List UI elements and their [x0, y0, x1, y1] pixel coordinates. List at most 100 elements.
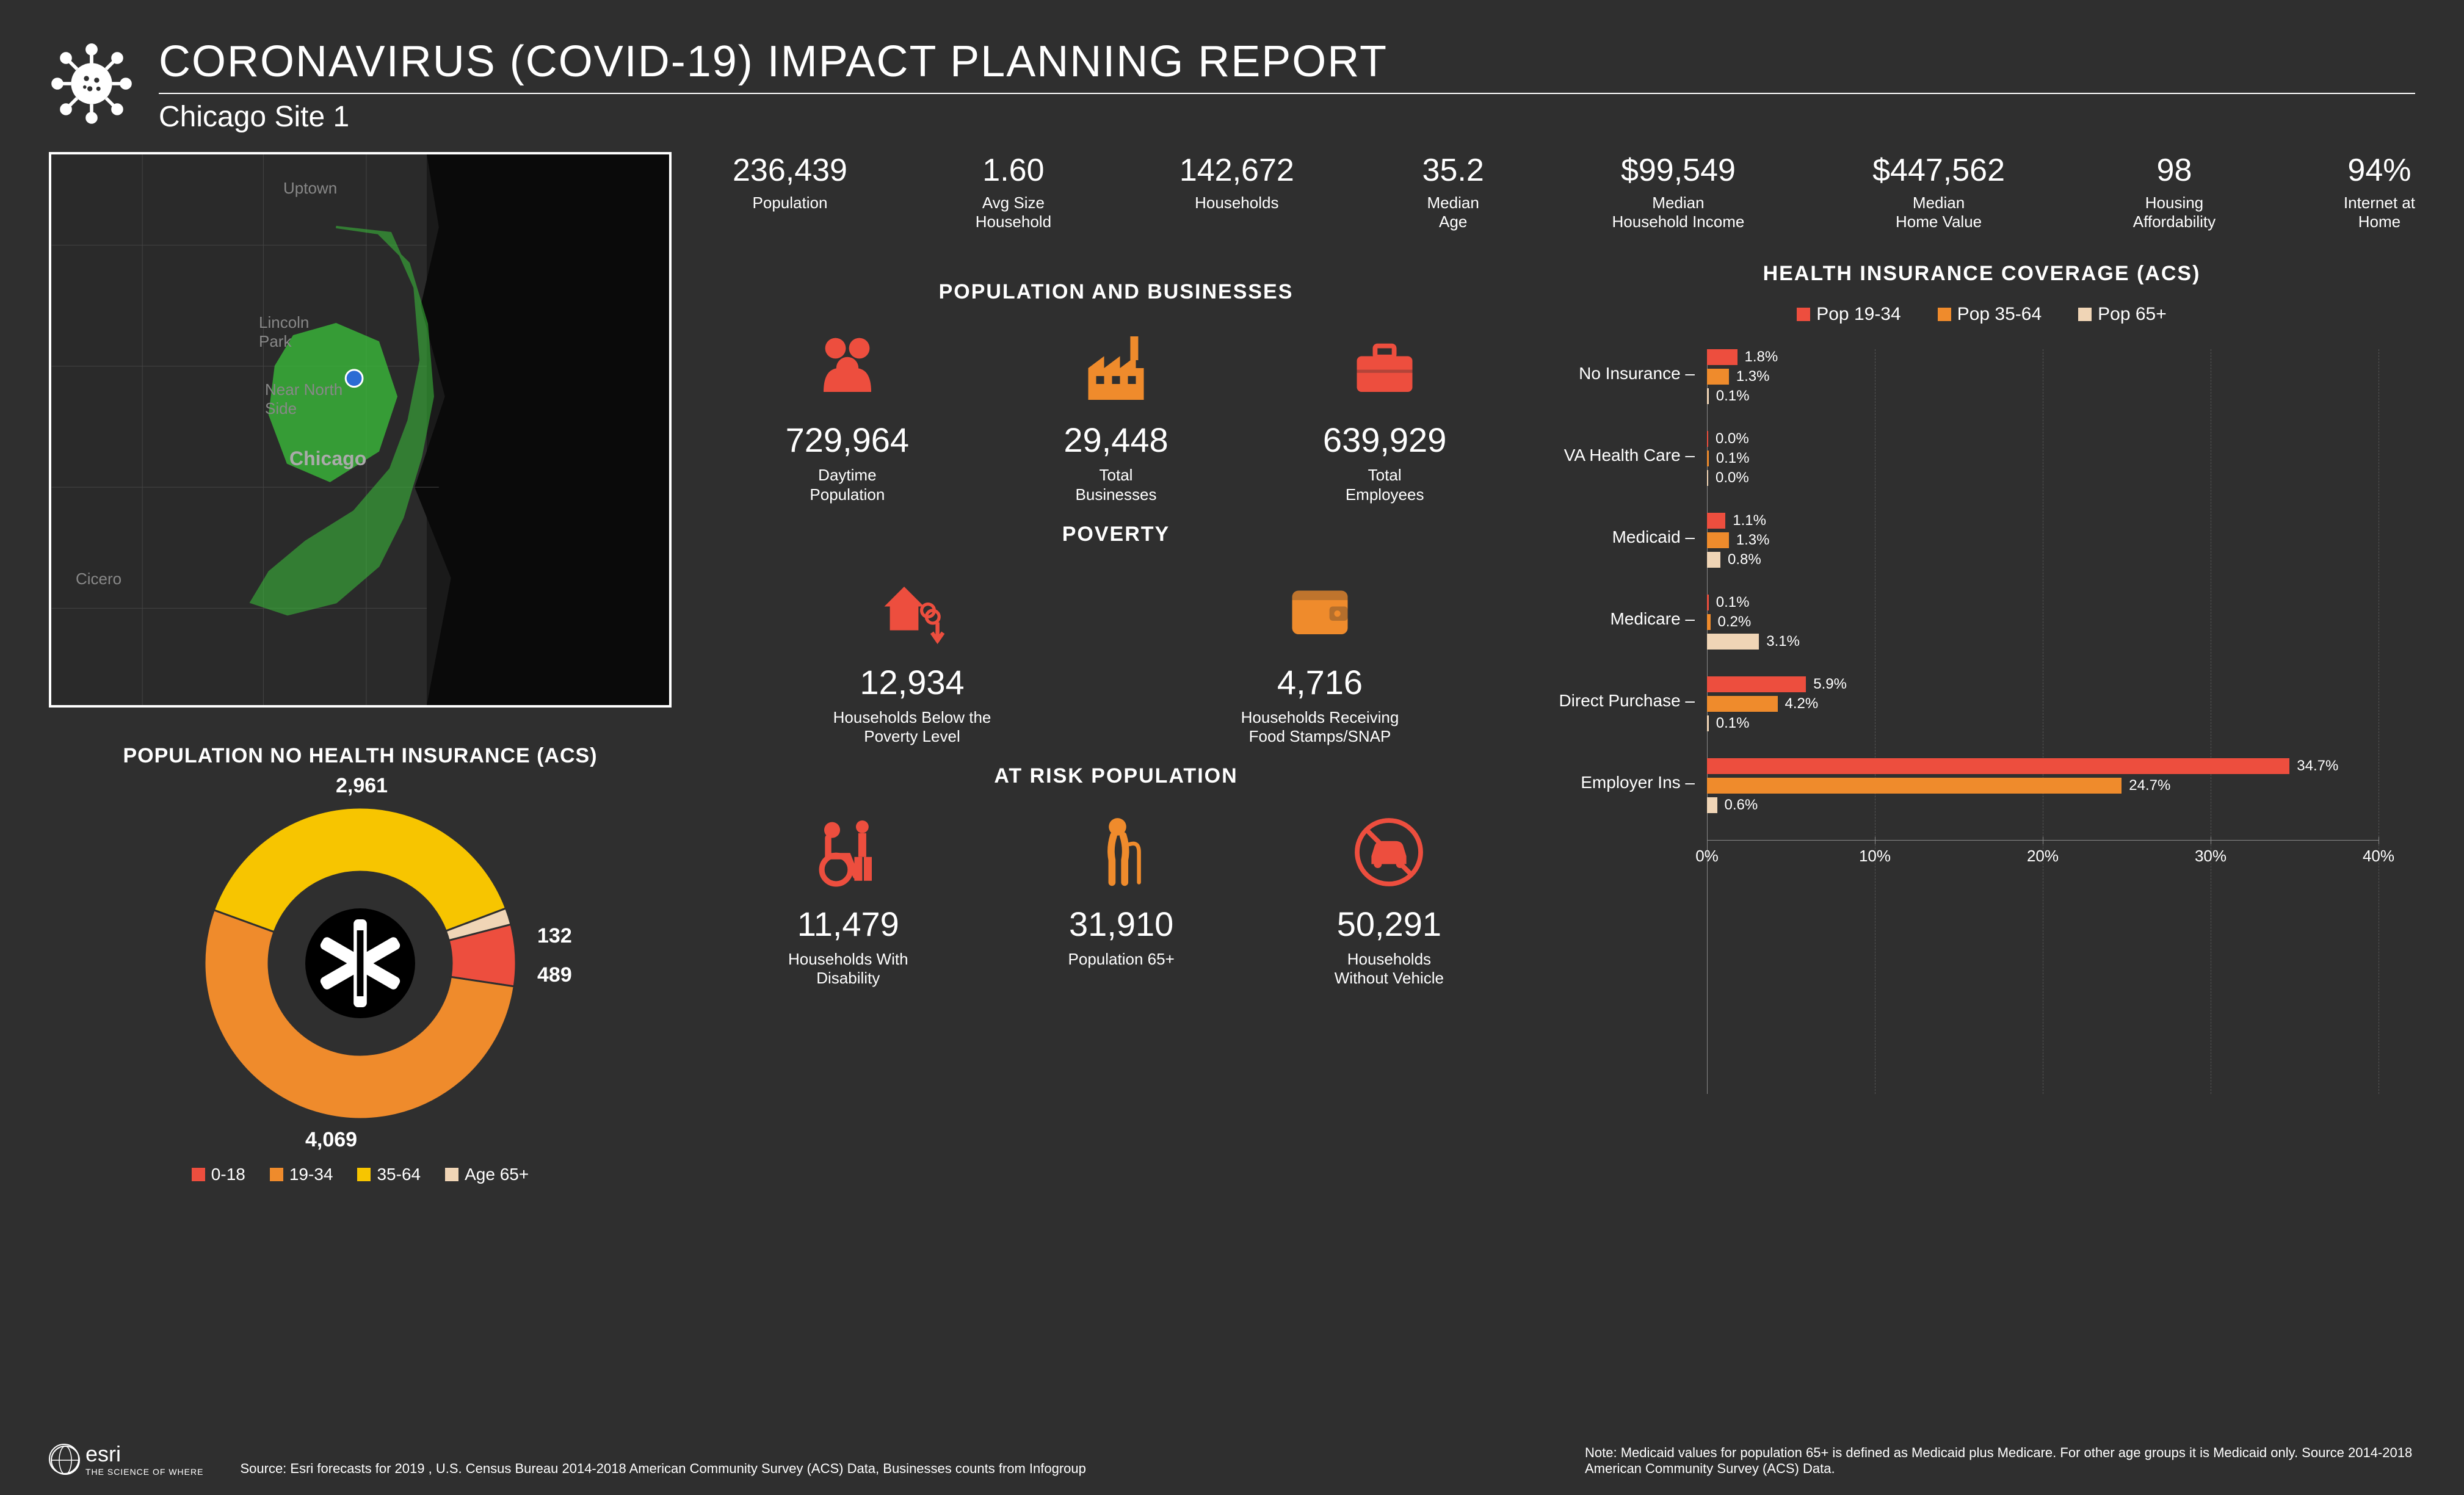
bar-value: 0.0% [1716, 430, 1749, 447]
section-title-poverty: POVERTY [708, 523, 1524, 546]
legend-label: 19-34 [289, 1165, 333, 1184]
no-car-icon [1335, 813, 1444, 892]
bar-category-label: VA Health Care – [1548, 446, 1695, 465]
report-title: CORONAVIRUS (COVID-19) IMPACT PLANNING R… [159, 37, 2415, 87]
bar-row: 0.1% [1707, 715, 2379, 731]
donut-title: POPULATION NO HEALTH INSURANCE (ACS) [49, 744, 672, 768]
poverty-stats: 12,934 Households Below thePoverty Level… [708, 571, 1524, 746]
wallet-icon [1241, 571, 1399, 650]
bar-value: 1.3% [1736, 368, 1770, 385]
bar [1707, 552, 1720, 568]
stat-item: 639,929 TotalEmployees [1323, 328, 1446, 504]
donut-value-label: 4,069 [305, 1128, 357, 1152]
bar [1707, 513, 1725, 529]
bar-value: 3.1% [1766, 633, 1800, 650]
stat-label: Households Below thePoverty Level [833, 708, 991, 746]
bar-value: 24.7% [2129, 777, 2170, 794]
bar [1707, 797, 1717, 813]
note-text: Note: Medicaid values for population 65+… [1585, 1445, 2415, 1477]
report-header: CORONAVIRUS (COVID-19) IMPACT PLANNING R… [49, 37, 2415, 134]
report-subtitle: Chicago Site 1 [159, 100, 2415, 134]
bar-value: 1.3% [1736, 532, 1770, 549]
bar-row: 0.8% [1707, 552, 2379, 568]
bar-row: 24.7% [1707, 778, 2379, 794]
legend-swatch [270, 1168, 283, 1181]
bar-group: Direct Purchase –5.9%4.2%0.1% [1707, 676, 2379, 731]
bar-row: 1.3% [1707, 369, 2379, 385]
map-label: Cicero [76, 570, 121, 588]
bar-group: Medicare –0.1%0.2%3.1% [1707, 595, 2379, 650]
bar [1707, 349, 1737, 365]
stat-value: 12,934 [833, 662, 991, 702]
atrisk-stats: 11,479 Households WithDisability 31,910 … [708, 813, 1524, 988]
legend-item: 0-18 [192, 1165, 245, 1184]
kpi-value: 94% [2344, 152, 2415, 189]
virus-icon [49, 41, 134, 129]
legend-item: 19-34 [270, 1165, 333, 1184]
map-label: Lincoln Park [259, 313, 309, 351]
stat-item: 29,448 TotalBusinesses [1064, 328, 1168, 504]
bar [1707, 696, 1778, 712]
barchart: No Insurance –1.8%1.3%0.1%VA Health Care… [1548, 349, 2415, 1131]
bar [1707, 778, 2122, 794]
legend-label: Age 65+ [465, 1165, 529, 1184]
stat-value: 639,929 [1323, 420, 1446, 460]
stat-value: 29,448 [1064, 420, 1168, 460]
bar-value: 0.2% [1718, 614, 1752, 631]
kpi-label: MedianAge [1422, 194, 1484, 231]
bar [1707, 470, 1708, 486]
legend-swatch [445, 1168, 458, 1181]
cane-icon [1068, 813, 1175, 892]
bar-row: 4.2% [1707, 696, 2379, 712]
bar-category-label: Direct Purchase – [1548, 691, 1695, 711]
people-icon [786, 328, 909, 408]
kpi-label: MedianHome Value [1872, 194, 2005, 231]
house-down-icon [833, 571, 991, 650]
esri-tagline: THE SCIENCE OF WHERE [85, 1467, 203, 1477]
bar-value: 4.2% [1785, 695, 1819, 712]
bar [1707, 676, 1806, 692]
barchart-legend: Pop 19-34Pop 35-64Pop 65+ [1548, 304, 2415, 325]
bar-group: Medicaid –1.1%1.3%0.8% [1707, 513, 2379, 568]
legend-swatch [1797, 308, 1810, 321]
donut-legend: 0-18 19-34 35-64 Age 65+ [49, 1165, 672, 1184]
bar-value: 1.1% [1733, 512, 1766, 529]
bar-value: 0.8% [1728, 551, 1761, 568]
kpi-item: 1.60Avg SizeHousehold [976, 152, 1051, 231]
kpi-item: 35.2MedianAge [1422, 152, 1484, 231]
bar-value: 34.7% [2297, 758, 2338, 775]
bar-value: 0.1% [1716, 715, 1750, 732]
legend-item: 35-64 [357, 1165, 421, 1184]
bar-row: 1.3% [1707, 532, 2379, 548]
stat-item: 11,479 Households WithDisability [788, 813, 908, 988]
donut-chart-section: POPULATION NO HEALTH INSURANCE (ACS) 2,9… [49, 744, 672, 1184]
footer: esri THE SCIENCE OF WHERE Source: Esri f… [49, 1441, 2415, 1477]
donut-value-label: 489 [537, 963, 572, 987]
bar-row: 0.1% [1707, 451, 2379, 466]
x-tick-label: 30% [2195, 847, 2227, 866]
popbiz-stats: 729,964 DaytimePopulation 29,448 TotalBu… [708, 328, 1524, 504]
donut-value-label: 2,961 [336, 774, 388, 798]
source-text: Source: Esri forecasts for 2019 , U.S. C… [240, 1461, 1085, 1477]
esri-text: esri [85, 1441, 203, 1467]
legend-label: Pop 19-34 [1816, 304, 1901, 325]
kpi-item: $447,562MedianHome Value [1872, 152, 2005, 231]
bar-row: 5.9% [1707, 676, 2379, 692]
legend-swatch [192, 1168, 205, 1181]
stat-value: 729,964 [786, 420, 909, 460]
bar-value: 1.8% [1745, 349, 1778, 366]
bar [1707, 614, 1711, 630]
barchart-title: HEALTH INSURANCE COVERAGE (ACS) [1548, 262, 2415, 286]
kpi-label: Avg SizeHousehold [976, 194, 1051, 231]
kpi-row: 236,439Population1.60Avg SizeHousehold14… [708, 152, 2415, 231]
kpi-item: 94%Internet atHome [2344, 152, 2415, 231]
map-thumbnail: Uptown Lincoln Park Near North Side Chic… [49, 152, 672, 708]
kpi-label: Population [733, 194, 847, 212]
bar-category-label: Medicaid – [1548, 527, 1695, 547]
kpi-value: 98 [2133, 152, 2216, 189]
section-title-atrisk: AT RISK POPULATION [708, 764, 1524, 788]
bar-category-label: Medicare – [1548, 609, 1695, 629]
legend-item: Pop 65+ [2078, 304, 2167, 325]
map-label: Near North Side [265, 380, 342, 418]
briefcase-icon [1323, 328, 1446, 408]
